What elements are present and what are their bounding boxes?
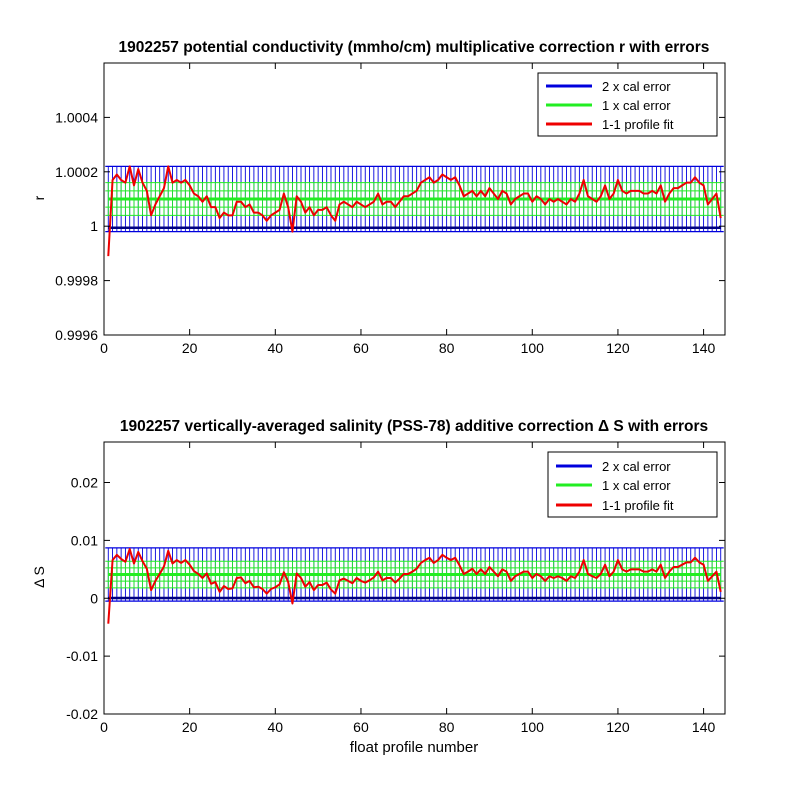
y-tick-label: 0.9996: [55, 327, 98, 343]
chart-title: 1902257 vertically-averaged salinity (PS…: [120, 418, 708, 435]
profile-fit-series: [107, 165, 722, 257]
x-tick-label: 0: [100, 340, 108, 356]
legend-label-2-cal: 2 x cal error: [602, 459, 671, 474]
x-tick-label: 100: [521, 719, 545, 735]
y-tick-label: 1.0004: [55, 109, 98, 125]
x-tick-label: 40: [268, 340, 284, 356]
plot-frame: [103, 62, 726, 336]
x-tick-label: 100: [521, 340, 545, 356]
chart-panel-salinity: 1902257 vertically-averaged salinity (PS…: [31, 418, 726, 756]
x-tick-label: 120: [606, 340, 630, 356]
x-tick-label: 60: [353, 340, 369, 356]
x-tick-label: 60: [353, 719, 369, 735]
chart-title: 1902257 potential conductivity (mmho/cm)…: [119, 39, 710, 56]
y-tick-label: 0.01: [71, 532, 98, 548]
x-axis-ticks: 0 20 40 60 80 100 120 140: [100, 442, 715, 735]
x-tick-label: 80: [439, 340, 455, 356]
chart-panel-conductivity: 1902257 potential conductivity (mmho/cm)…: [31, 39, 726, 356]
legend-label-2-cal: 2 x cal error: [602, 79, 671, 94]
legend: 2 x cal error 1 x cal error 1-1 profile …: [537, 72, 718, 137]
y-axis-ticks: 0.9996 0.9998 1 1.0002 1.0004: [55, 109, 725, 343]
x-tick-label: 0: [100, 719, 108, 735]
legend-label-fit: 1-1 profile fit: [602, 117, 674, 132]
y-axis-label: Δ S: [31, 566, 47, 588]
y-tick-label: 0.02: [71, 475, 98, 491]
x-tick-label: 140: [692, 340, 716, 356]
y-tick-label: -0.01: [66, 648, 98, 664]
y-tick-label: 0.9998: [55, 273, 98, 289]
x-tick-label: 20: [182, 340, 198, 356]
y-tick-label: -0.02: [66, 706, 98, 722]
legend-label-fit: 1-1 profile fit: [602, 498, 674, 513]
legend-label-1-cal: 1 x cal error: [602, 98, 671, 113]
y-tick-label: 0: [90, 590, 98, 606]
legend-label-1-cal: 1 x cal error: [602, 478, 671, 493]
y-axis-ticks: -0.02 -0.01 0 0.01 0.02: [66, 475, 725, 722]
x-tick-label: 40: [268, 719, 284, 735]
plot-frame: [103, 441, 726, 715]
y-tick-label: 1: [90, 218, 98, 234]
x-tick-label: 80: [439, 719, 455, 735]
x-tick-label: 140: [692, 719, 716, 735]
y-axis-label: r: [31, 195, 47, 200]
y-tick-label: 1.0002: [55, 164, 98, 180]
x-axis-ticks: 0 20 40 60 80 100 120 140: [100, 63, 715, 356]
profile-fit-series: [107, 548, 722, 624]
profile-fit-line: [107, 165, 722, 257]
x-axis-label: float profile number: [350, 739, 478, 756]
profile-fit-line: [107, 548, 722, 624]
x-tick-label: 120: [606, 719, 630, 735]
x-tick-label: 20: [182, 719, 198, 735]
legend: 2 x cal error 1 x cal error 1-1 profile …: [547, 451, 718, 518]
